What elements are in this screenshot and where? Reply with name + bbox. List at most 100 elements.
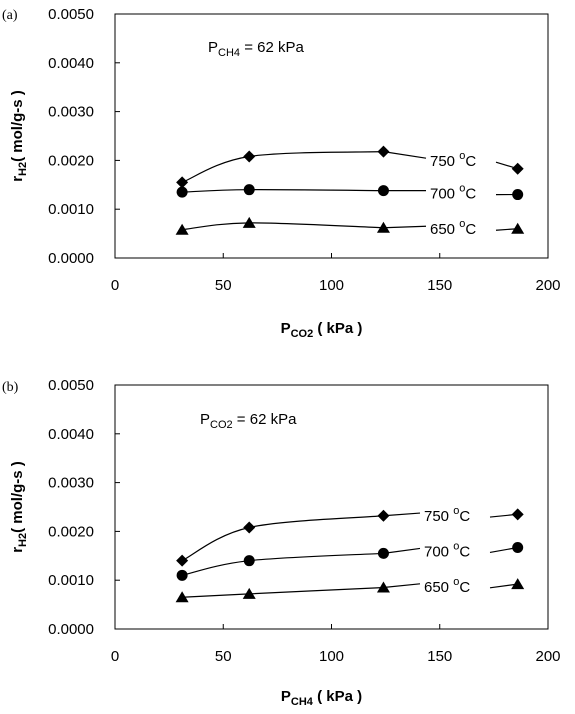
data-point-triangle — [242, 587, 256, 599]
y-tick-label: 0.0040 — [48, 426, 94, 443]
series-label-main: 650 — [424, 579, 453, 596]
x-tick-label: 150 — [427, 648, 452, 665]
series-label: 700 oC — [430, 183, 476, 203]
x-axis-title-sub: CO2 — [291, 328, 314, 340]
y-tick-label: 0.0010 — [48, 572, 94, 589]
data-point-diamond — [176, 554, 189, 567]
series-line-triangle — [182, 586, 384, 598]
annotation-main: P — [200, 411, 210, 428]
y-tick-label: 0.0000 — [48, 250, 94, 267]
series-label: 700 oC — [424, 540, 470, 560]
y-tick-label: 0.0010 — [48, 201, 94, 218]
data-point-triangle — [242, 216, 256, 228]
x-tick-label: 200 — [535, 277, 560, 294]
series-label-main: 700 — [430, 186, 459, 203]
x-axis-title-rest: ( kPa ) — [313, 688, 362, 705]
y-tick-label: 0.0000 — [48, 621, 94, 638]
series-label-sup: o — [453, 576, 459, 588]
series-line-circle — [182, 189, 384, 193]
series-label-unit: C — [459, 508, 470, 525]
series-line-segment — [489, 583, 518, 589]
series-label: 650 oC — [424, 576, 470, 596]
series-label: 750 oC — [430, 150, 476, 170]
series-label-sup: o — [459, 218, 465, 230]
series-label-main: 700 — [424, 543, 453, 560]
y-axis-title: rH2( mol/g-s ) — [9, 90, 29, 182]
series-label-unit: C — [465, 153, 476, 170]
y-tick-label: 0.0020 — [48, 523, 94, 540]
x-axis-title-rest: ( kPa ) — [313, 320, 362, 337]
x-tick-label: 0 — [111, 648, 119, 665]
series-label-bg — [428, 179, 494, 200]
series-label-bg — [422, 572, 488, 593]
x-axis-title: PCH4 ( kPa ) — [281, 688, 362, 708]
series-line-circle — [181, 552, 384, 576]
series-line-diamond — [181, 515, 384, 562]
x-tick-label: 150 — [427, 277, 452, 294]
condition-annotation: PCH4 = 62 kPa — [208, 39, 304, 59]
x-axis-title-main: P — [281, 688, 291, 705]
x-tick-label: 50 — [215, 648, 232, 665]
data-point-triangle — [175, 223, 189, 235]
x-tick-label: 50 — [215, 277, 232, 294]
series-line-segment — [383, 225, 427, 229]
x-tick-label: 200 — [535, 648, 560, 665]
data-point-circle — [512, 542, 524, 554]
data-point-diamond — [176, 176, 189, 189]
data-point-diamond — [377, 145, 390, 158]
series-label-main: 750 — [424, 508, 453, 525]
x-axis-title-sub: CH4 — [291, 696, 314, 708]
y-tick-label: 0.0050 — [48, 6, 94, 23]
panel-label: (b) — [2, 380, 19, 395]
series-line-segment — [383, 151, 427, 159]
data-point-diamond — [243, 150, 256, 163]
y-tick-label: 0.0030 — [48, 475, 94, 492]
y-axis-title-rest: ( mol/g-s ) — [9, 90, 26, 162]
series-label-sup: o — [453, 505, 459, 517]
y-tick-label: 0.0030 — [48, 104, 94, 121]
data-point-circle — [377, 185, 389, 197]
y-axis-title: rH2( mol/g-s ) — [9, 461, 29, 553]
x-axis-title: PCO2 ( kPa ) — [281, 320, 363, 340]
series-label-sup: o — [459, 183, 465, 195]
series-label-unit: C — [465, 186, 476, 203]
x-axis-title-main: P — [281, 320, 291, 337]
data-point-circle — [243, 184, 255, 196]
chart-panel-b: (b) 0.0000 0.0010 0.0020 0.0030 0.0040 0.0050 0… — [2, 377, 561, 708]
panel-label: (a) — [2, 8, 18, 23]
data-point-circle — [243, 555, 255, 567]
series-label-unit: C — [459, 579, 470, 596]
y-axis-title-main: r — [9, 547, 26, 553]
series-label: 750 oC — [424, 505, 470, 525]
y-tick-label: 0.0040 — [48, 55, 94, 72]
y-axis-title-rest: ( mol/g-s ) — [9, 461, 26, 533]
data-point-diamond — [243, 521, 256, 534]
series-label-main: 750 — [430, 153, 459, 170]
series-label-sup: o — [459, 150, 465, 162]
series-line-segment — [383, 512, 421, 517]
series-line-diamond — [181, 151, 384, 183]
y-axis-title-main: r — [9, 176, 26, 182]
data-point-diamond — [511, 162, 524, 175]
series-label-bg — [428, 147, 494, 168]
series-line-segment — [383, 547, 421, 554]
y-axis-title-sub: H2 — [17, 533, 29, 547]
data-point-circle — [377, 547, 389, 559]
data-point-triangle — [511, 578, 525, 590]
series-label-unit: C — [465, 221, 476, 238]
data-point-triangle — [175, 591, 189, 603]
series-label-main: 650 — [430, 221, 459, 238]
data-point-triangle — [511, 222, 525, 234]
series-label-sup: o — [453, 540, 459, 552]
data-point-circle — [176, 569, 188, 581]
y-axis-title-sub: H2 — [17, 162, 29, 176]
data-point-triangle — [376, 221, 390, 233]
x-tick-label: 100 — [319, 648, 344, 665]
annotation-rest: = 62 kPa — [240, 39, 304, 56]
data-point-circle — [512, 189, 524, 201]
data-point-diamond — [377, 509, 390, 522]
series-label: 650 oC — [430, 218, 476, 238]
series-line-segment — [383, 583, 421, 589]
x-tick-label: 0 — [111, 277, 119, 294]
series-label-bg — [422, 502, 488, 523]
